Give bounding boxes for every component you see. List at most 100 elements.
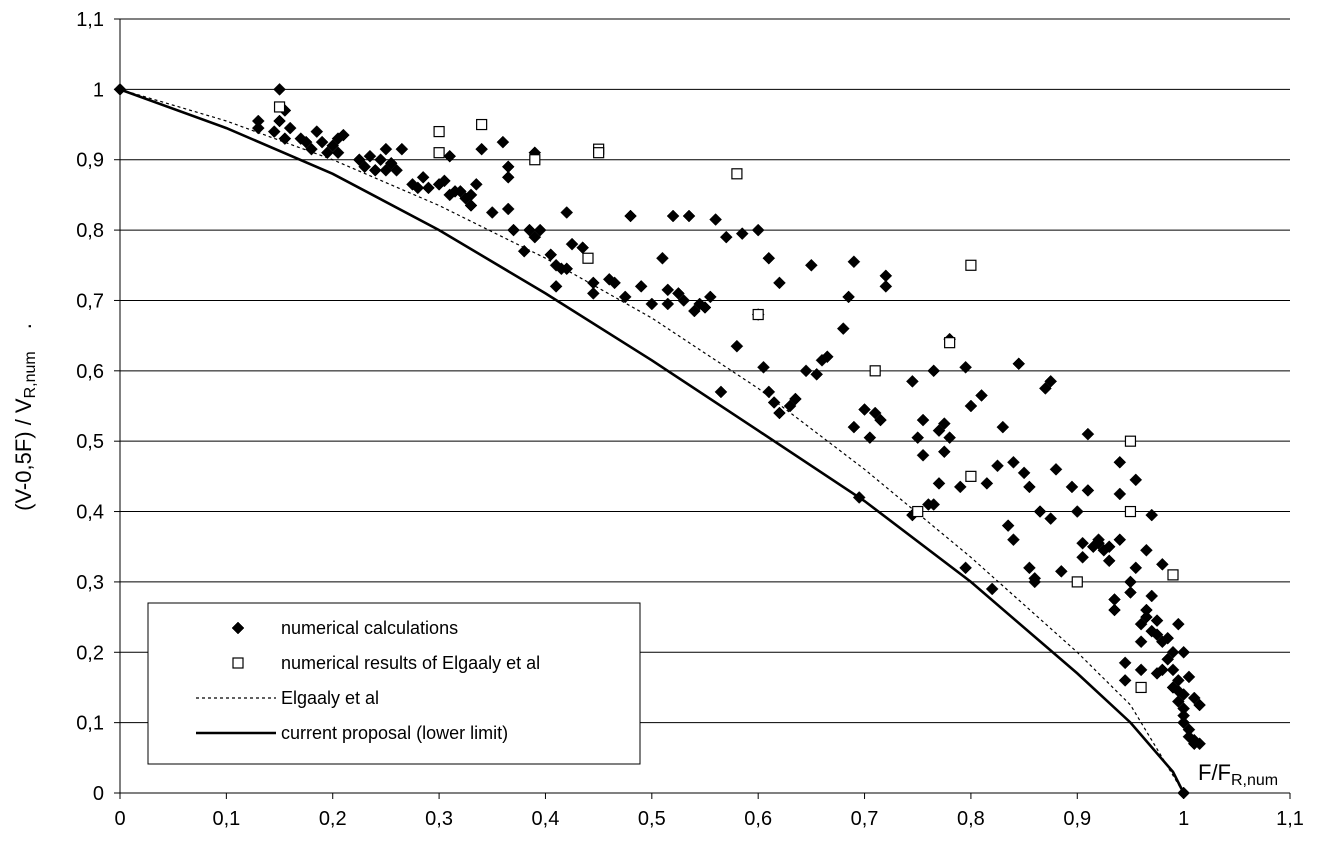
y-tick-label: 1,1 [76, 9, 104, 31]
data-point-numerical [1134, 663, 1148, 677]
data-point-numerical [485, 206, 499, 219]
data-point-numerical [1102, 554, 1116, 568]
data-point-numerical [501, 170, 515, 184]
x-tick-label: 0,1 [212, 808, 240, 830]
data-point-numerical [991, 459, 1004, 473]
data-point-numerical [805, 258, 818, 272]
data-point-numerical [624, 209, 637, 223]
data-point-numerical [656, 251, 669, 265]
data-point-numerical [1140, 603, 1153, 617]
data-point-numerical [395, 142, 409, 156]
data-point-numerical [1028, 575, 1042, 589]
data-point-numerical [1113, 533, 1127, 547]
data-point-numerical [868, 406, 882, 420]
data-point-numerical [1145, 508, 1159, 522]
data-point-numerical [469, 178, 483, 191]
data-point-elgaaly [1167, 569, 1179, 581]
data-point-numerical [422, 181, 435, 195]
data-point-numerical [1102, 540, 1116, 554]
data-point-numerical [528, 230, 542, 244]
data-point-elgaaly [944, 337, 956, 349]
data-point-numerical [874, 413, 887, 427]
data-point-numerical [326, 139, 340, 153]
data-point-numerical [251, 114, 265, 128]
data-point-numerical [1145, 589, 1159, 603]
data-point-numerical [576, 241, 590, 255]
y-tick-label: 0,2 [76, 642, 104, 664]
x-tick-label: 0,7 [851, 808, 879, 830]
data-point-numerical [980, 477, 994, 490]
data-point-numerical [863, 431, 877, 445]
y-tick-label: 0,7 [76, 290, 104, 312]
data-point-numerical [416, 170, 430, 184]
data-point-elgaaly [731, 168, 743, 180]
data-point-numerical [953, 480, 967, 494]
legend-label: current proposal (lower limit) [281, 723, 508, 743]
x-tick-label: 0,2 [319, 808, 347, 830]
data-point-numerical [501, 202, 515, 216]
data-point-numerical [299, 135, 313, 149]
data-point-numerical [688, 304, 701, 318]
data-point-numerical [682, 209, 696, 223]
data-point-numerical [1177, 645, 1190, 659]
data-point-numerical [1108, 603, 1121, 617]
y-axis-label-dot: . [11, 323, 36, 329]
data-point-numerical [374, 153, 387, 167]
data-point-numerical [1113, 455, 1127, 469]
y-axis-label-subscript: R,num [22, 351, 39, 398]
data-point-numerical [586, 287, 600, 300]
data-point-numerical [315, 135, 329, 149]
series-lines [119, 88, 1185, 794]
data-point-numerical [321, 146, 334, 160]
data-point-numerical [1140, 543, 1153, 557]
data-point-numerical [411, 181, 425, 195]
data-point-numerical [363, 149, 377, 163]
legend: numerical calculations numerical results … [147, 602, 641, 765]
data-point-numerical [1092, 533, 1105, 547]
data-point-numerical [549, 280, 563, 293]
data-point-numerical [703, 290, 717, 304]
data-point-numerical [1171, 695, 1185, 708]
data-point-elgaaly [965, 259, 977, 271]
data-point-numerical [560, 262, 574, 276]
y-axis-ticks: 0 0,1 0,2 0,3 0,4 0,5 0,6 0,7 0,8 0,9 1 1,1 [76, 9, 120, 805]
data-point-numerical [661, 297, 675, 311]
x-tick-label: 1,1 [1276, 808, 1304, 830]
data-point-numerical [1054, 565, 1068, 578]
data-point-numerical [358, 160, 371, 174]
data-point-numerical [1012, 357, 1026, 371]
data-point-numerical [1134, 635, 1148, 649]
data-point-numerical [1049, 462, 1063, 476]
data-point-numerical [1039, 382, 1052, 395]
data-point-numerical [751, 223, 765, 237]
data-point-numerical [608, 276, 621, 290]
data-point-numerical [799, 364, 813, 378]
data-point-numerical [911, 431, 925, 445]
data-point-numerical [964, 399, 978, 413]
data-point-numerical [1044, 375, 1058, 388]
data-point-numerical [698, 301, 712, 314]
data-point-numerical [762, 251, 776, 265]
data-point-numerical [927, 364, 941, 378]
data-point-elgaaly [912, 505, 924, 518]
data-point-numerical [1007, 533, 1020, 547]
x-tick-label: 0,8 [957, 808, 985, 830]
data-point-numerical [1118, 674, 1132, 687]
x-axis-label-subscript: R,num [1231, 772, 1278, 789]
data-point-numerical [927, 498, 941, 511]
data-point-numerical [267, 125, 281, 138]
data-point-numerical [368, 163, 382, 177]
data-point-numerical [783, 399, 797, 413]
data-point-numerical [278, 132, 292, 145]
legend-marker-square [232, 657, 244, 669]
data-point-numerical [1033, 505, 1047, 518]
data-point-numerical [438, 174, 451, 188]
data-point-numerical [1177, 688, 1190, 701]
x-tick-label: 0,4 [532, 808, 560, 830]
y-tick-label: 0,4 [76, 502, 104, 524]
data-point-numerical [390, 163, 403, 177]
data-point-numerical [959, 561, 972, 575]
data-point-numerical [932, 477, 946, 490]
data-point-numerical [842, 290, 855, 304]
data-point-numerical [858, 403, 871, 416]
